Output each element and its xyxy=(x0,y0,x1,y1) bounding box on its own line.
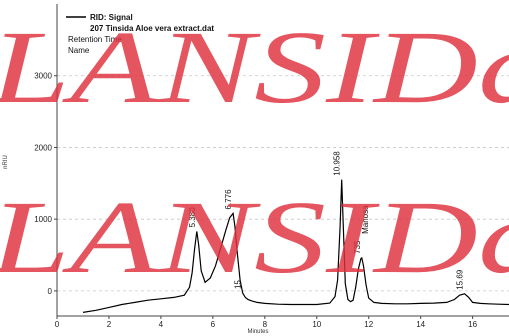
y-tick-labels: 0 1000 2000 3000 xyxy=(34,72,52,296)
x-tick-label: 14 xyxy=(416,320,425,329)
peak-name-label: Manosa xyxy=(361,205,370,234)
legend-file-label: 207 Tinsida Aloe vera extract.dat xyxy=(90,24,214,33)
y-tick-label: 1000 xyxy=(34,215,52,224)
peak-label: 15.69 xyxy=(456,269,465,290)
x-tick-label: 8 xyxy=(263,320,268,329)
peak-label: 6.776 xyxy=(224,189,233,210)
x-tick-labels: 0 2 4 6 8 10 12 14 16 xyxy=(55,320,478,329)
peak-label: 735 xyxy=(353,240,362,254)
series-line-rid-signal xyxy=(82,179,509,313)
y-tick-label: 0 xyxy=(48,287,53,296)
x-tick-label: 16 xyxy=(468,320,477,329)
x-tick-label: 6 xyxy=(211,320,216,329)
x-tick-label: 0 xyxy=(55,320,60,329)
x-tick-label: 2 xyxy=(107,320,112,329)
x-tick-label: 4 xyxy=(159,320,164,329)
legend: RID: Signal 207 Tinsida Aloe vera extrac… xyxy=(66,13,214,55)
y-tick-label: 3000 xyxy=(34,72,52,81)
watermark-text-bottom: LANSIDa xyxy=(0,180,509,295)
x-tick-label: 10 xyxy=(312,320,321,329)
legend-series-label: RID: Signal xyxy=(90,13,133,22)
peak-labels: 5.380 6.776 15 10.958 735 15.69 Manosa xyxy=(188,151,465,290)
peak-label: 15 xyxy=(234,280,243,289)
y-tick-label: 2000 xyxy=(34,143,52,152)
x-tick-label: 12 xyxy=(364,320,373,329)
watermark: LANSIDa LANSIDa xyxy=(0,10,509,295)
peak-label: 10.958 xyxy=(333,151,342,176)
x-axis-title: Minutes xyxy=(247,329,268,335)
watermark-text-top: LANSIDa xyxy=(0,10,509,125)
axes xyxy=(54,4,509,319)
y-axis-title: nRIU xyxy=(3,155,9,169)
legend-name: Name xyxy=(68,46,90,55)
legend-retention-time: Retention Time xyxy=(68,35,122,44)
peak-label: 5.380 xyxy=(188,207,197,228)
